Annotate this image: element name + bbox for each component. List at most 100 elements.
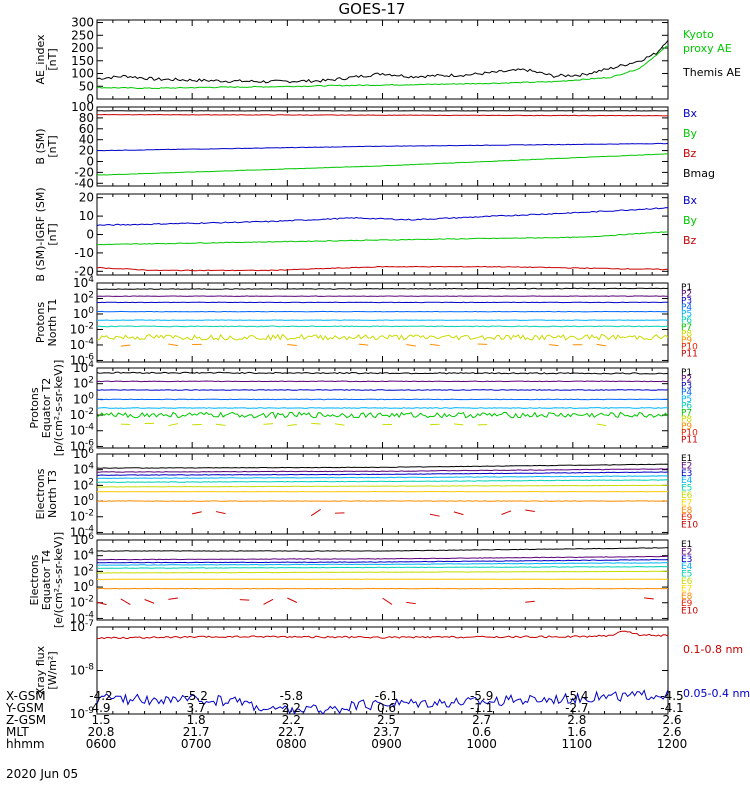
y-tick-exponent: 4 <box>88 275 94 285</box>
series-0.1-0.8 nm <box>97 630 668 640</box>
legend-P6: P6 <box>681 402 692 412</box>
y-axis-label: Xray flux <box>34 645 47 695</box>
ephemeris-value: 4.9 <box>91 701 110 715</box>
ephemeris-value: 3.7 <box>187 701 206 715</box>
series-segment <box>168 423 178 427</box>
y-tick-label: 102 <box>73 290 94 305</box>
series-P5 <box>97 319 668 321</box>
y-tick-label: 104 <box>73 275 94 290</box>
y-tick-label: 0 <box>86 228 94 242</box>
series-segment <box>382 597 393 605</box>
y-tick-label: 10-2 <box>70 321 94 336</box>
series-E6 <box>97 570 668 574</box>
y-tick-exponent: -4 <box>85 337 94 347</box>
series-P6 <box>97 325 668 328</box>
series-E4 <box>97 475 668 479</box>
panel-frame-ae <box>96 19 669 100</box>
series-E8 <box>97 587 668 590</box>
legend-E5: E5 <box>681 570 692 580</box>
series-E9 <box>192 509 535 517</box>
legend-P5: P5 <box>681 310 692 320</box>
y-axis-label: [nT] <box>46 135 59 157</box>
series-segment <box>263 598 274 605</box>
y-tick-label: 106 <box>73 532 94 547</box>
y-tick-exponent: -4 <box>85 423 94 433</box>
y-axis-label: North T1 <box>46 299 59 347</box>
series-segment <box>453 511 464 516</box>
legend-E6: E6 <box>681 491 693 501</box>
series-segment <box>287 597 298 603</box>
y-tick-label: 250 <box>71 28 94 42</box>
y-axis-label: Equator T2 <box>40 378 53 438</box>
legend-P2: P2 <box>681 290 692 300</box>
series-segment <box>406 343 416 347</box>
y-tick-label: 10-2 <box>70 407 94 422</box>
legend-Themis AE: Themis AE <box>682 66 741 79</box>
y-axis-label: AE_index <box>34 34 47 85</box>
series-E8 <box>97 500 668 502</box>
y-tick-label: 10-8 <box>70 663 95 678</box>
y-tick-label: 10-2 <box>70 595 94 610</box>
y-tick-label: 50 <box>79 79 94 93</box>
legend-E2: E2 <box>681 461 692 471</box>
series-0.05-0.4 nm <box>97 689 668 714</box>
ephemeris-value: -5.8 <box>280 689 303 703</box>
y-tick-exponent: 0 <box>88 579 94 589</box>
series-segment <box>644 597 654 600</box>
y-tick-label: 102 <box>73 376 94 391</box>
series-E2 <box>97 468 668 473</box>
legend-P7: P7 <box>681 408 692 418</box>
legend-P3: P3 <box>681 296 692 306</box>
y-tick-exponent: 4 <box>88 548 94 558</box>
legend-E4: E4 <box>681 476 693 486</box>
ephemeris-row-label: MLT <box>6 725 29 739</box>
ephemeris-value: 1.5 <box>91 713 110 727</box>
y-axis-label: [e/(cm²-s-sr-keV)] <box>52 532 65 628</box>
y-tick-exponent: 0 <box>88 493 94 503</box>
ephemeris-value: 1.6 <box>567 725 586 739</box>
y-axis-label: Electrons <box>28 554 41 605</box>
y-tick-label: 102 <box>73 563 94 578</box>
y-tick-label: 100 <box>73 391 94 406</box>
series-Bz <box>97 113 668 117</box>
ephemeris-value: 0800 <box>276 737 307 751</box>
y-tick-label: 0 <box>86 92 94 106</box>
series-segment <box>406 601 416 605</box>
y-tick-label: 20 <box>79 144 94 158</box>
y-axis-label: B (SM) <box>34 128 47 164</box>
legend-By: By <box>683 127 698 140</box>
legend-P3: P3 <box>681 381 692 391</box>
legend-E8: E8 <box>681 592 693 602</box>
series-E5 <box>97 565 668 569</box>
series-segment <box>430 343 440 346</box>
legend-E6: E6 <box>681 577 693 587</box>
date-label: 2020 Jun 05 <box>6 767 78 781</box>
legend-E1: E1 <box>681 540 692 550</box>
y-tick-label: 0 <box>86 154 94 168</box>
y-tick-label: 10-7 <box>70 619 94 634</box>
series-P8 <box>120 343 607 347</box>
series-segment <box>192 511 202 515</box>
y-axis-label: Electrons <box>34 468 47 519</box>
y-axis-label: Equator T4 <box>40 550 53 610</box>
ephemeris-value: -5.9 <box>470 689 493 703</box>
y-tick-exponent: -6 <box>85 438 94 448</box>
ephemeris-value: 0700 <box>181 737 212 751</box>
y-tick-exponent: -2 <box>85 321 94 331</box>
ephemeris-value: -4.2 <box>89 689 112 703</box>
legend-P10: P10 <box>681 343 698 353</box>
legend-P11: P11 <box>681 349 698 359</box>
series-segment <box>525 600 535 603</box>
legend-E7: E7 <box>681 584 692 594</box>
ephemeris-value: -4.5 <box>660 689 683 703</box>
y-tick-label: 102 <box>73 477 94 492</box>
legend-E2: E2 <box>681 547 692 557</box>
panel-frame-ee <box>96 539 669 621</box>
legend-E5: E5 <box>681 484 692 494</box>
ephemeris-value: 1100 <box>562 737 593 751</box>
series-P1 <box>97 287 668 291</box>
ephemeris-value: -2.7 <box>565 701 588 715</box>
y-tick-label: 60 <box>79 122 94 136</box>
